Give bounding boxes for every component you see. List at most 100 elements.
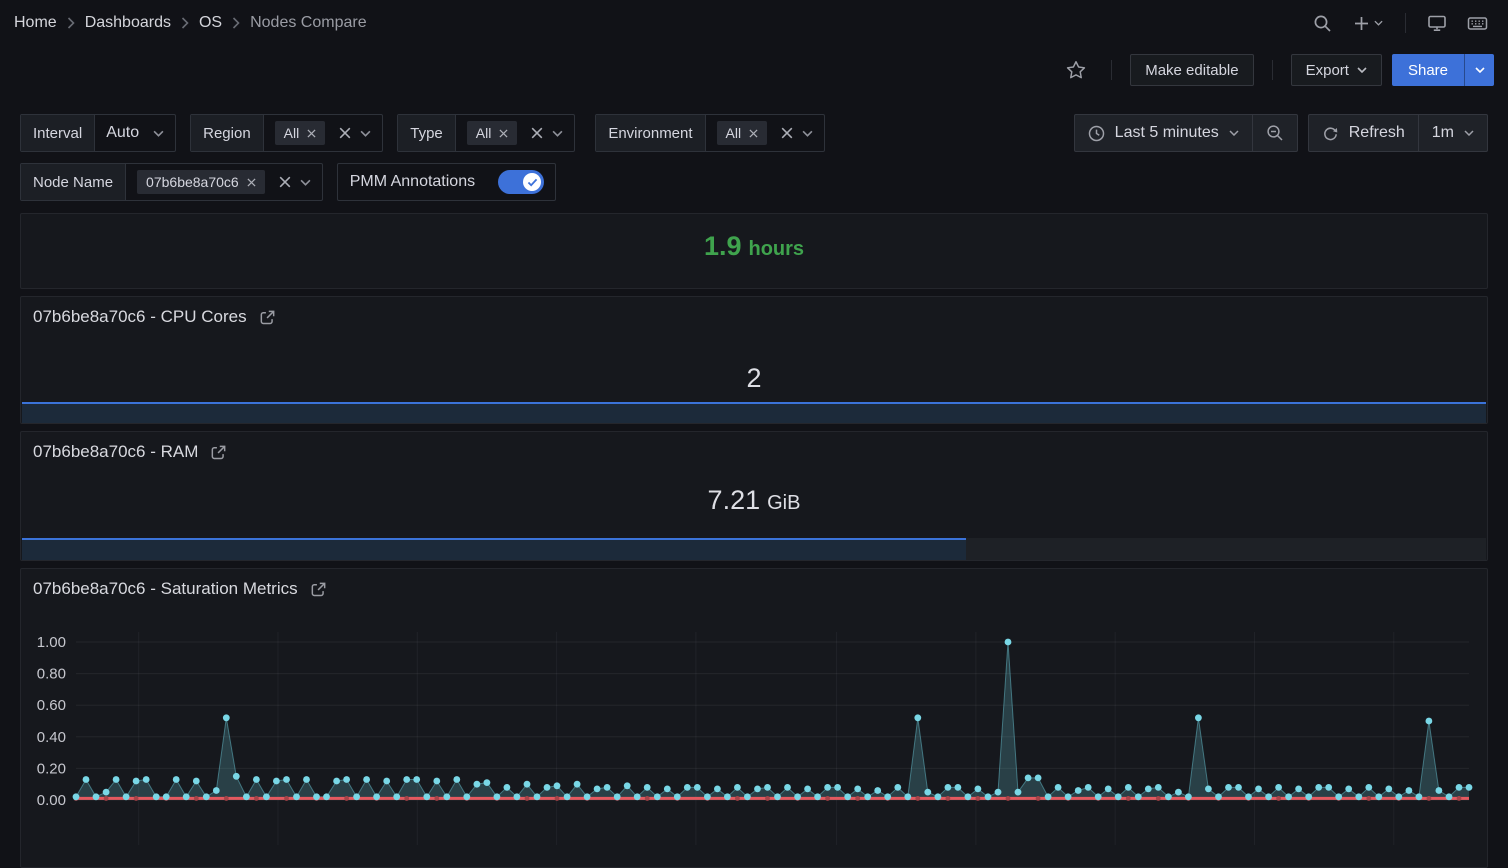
bar-gauge-fill <box>22 402 1486 423</box>
svg-text:0.80: 0.80 <box>37 666 66 683</box>
monitor-icon[interactable] <box>1420 6 1454 40</box>
refresh-picker: Refresh 1m <box>1307 114 1488 152</box>
filter-interval: Interval Auto <box>20 114 177 152</box>
panel-title-saturation-metrics[interactable]: 07b6be8a70c6 - Saturation Metrics <box>33 579 298 598</box>
breadcrumb-os[interactable]: OS <box>198 14 223 31</box>
filter-interval-label: Interval <box>21 115 96 151</box>
ram-bar-gauge <box>22 538 1486 560</box>
share-dropdown-button[interactable] <box>1464 54 1494 86</box>
uptime-unit: hours <box>748 238 805 260</box>
pmm-annotations-toggle[interactable] <box>498 170 545 194</box>
breadcrumb-current-page: Nodes Compare <box>250 14 367 31</box>
ram-value: 7.21 <box>707 485 761 515</box>
plus-icon[interactable] <box>1345 6 1391 40</box>
pmm-annotations-control: PMM Annotations <box>336 163 557 201</box>
chevron-down-icon <box>552 130 563 137</box>
filter-type-value[interactable]: All <box>456 115 575 151</box>
time-range-button[interactable]: Last 5 minutes <box>1075 115 1252 151</box>
search-icon[interactable] <box>1305 6 1339 40</box>
refresh-icon <box>1322 125 1339 142</box>
close-icon[interactable] <box>247 177 256 187</box>
controls-row-2: Node Name 07b6be8a70c6 PMM Annotations <box>20 163 1488 201</box>
filter-environment-label: Environment <box>596 115 706 151</box>
clear-selection-icon[interactable] <box>279 176 291 188</box>
export-button[interactable]: Export <box>1290 54 1382 86</box>
saturation-chart-container: 0.00 0.20 0.40 0.60 0.80 1.00 <box>21 605 1487 845</box>
chevron-down-icon <box>300 179 311 186</box>
cpu-cores-stat: 2 <box>21 363 1487 394</box>
clock-icon <box>1088 125 1105 142</box>
zoom-out-button[interactable] <box>1251 115 1297 151</box>
filter-environment-value[interactable]: All <box>706 115 825 151</box>
chevron-down-icon <box>1474 67 1485 73</box>
make-editable-button[interactable]: Make editable <box>1130 54 1254 86</box>
svg-text:0.00: 0.00 <box>37 792 66 809</box>
nav-actions <box>1305 6 1494 40</box>
cpu-cores-value: 2 <box>746 363 762 393</box>
refresh-interval-button[interactable]: 1m <box>1417 115 1487 151</box>
panel-saturation-metrics: 07b6be8a70c6 - Saturation Metrics 0.00 0.… <box>20 568 1488 868</box>
export-label: Export <box>1305 61 1349 79</box>
breadcrumb: Home Dashboards OS Nodes Compare <box>14 14 367 32</box>
filter-node-name-chip[interactable]: 07b6be8a70c6 <box>137 170 265 194</box>
filter-type-label: Type <box>398 115 456 151</box>
filter-node-name-label: Node Name <box>21 164 127 200</box>
share-button[interactable]: Share <box>1391 54 1464 86</box>
time-range-label: Last 5 minutes <box>1114 124 1219 141</box>
chevron-down-icon <box>1357 67 1367 73</box>
external-link-icon[interactable] <box>310 581 327 598</box>
close-icon[interactable] <box>499 128 508 138</box>
clear-selection-icon[interactable] <box>339 127 351 139</box>
time-picker: Last 5 minutes <box>1073 114 1298 152</box>
keyboard-icon[interactable] <box>1460 6 1494 40</box>
filter-node-name-value[interactable]: 07b6be8a70c6 <box>126 164 322 200</box>
saturation-time-series-chart[interactable]: 0.00 0.20 0.40 0.60 0.80 1.00 <box>21 605 1485 845</box>
refresh-interval-label: 1m <box>1431 124 1454 141</box>
svg-text:0.20: 0.20 <box>37 760 66 777</box>
uptime-stat: 1.9 hours <box>21 231 1487 262</box>
panel-title-ram[interactable]: 07b6be8a70c6 - RAM <box>33 442 199 461</box>
filter-region-chip[interactable]: All <box>274 121 326 145</box>
dashboard-toolbar: Make editable Export Share <box>0 46 1508 94</box>
panel-ram: 07b6be8a70c6 - RAM 7.21 GiB <box>20 431 1488 561</box>
filter-type: Type All <box>397 114 576 152</box>
filter-region-label: Region <box>191 115 264 151</box>
breadcrumb-home[interactable]: Home <box>14 14 57 31</box>
ram-stat: 7.21 GiB <box>21 485 1487 516</box>
chevron-down-icon <box>1374 20 1383 26</box>
filter-type-chip[interactable]: All <box>466 121 518 145</box>
svg-text:0.40: 0.40 <box>37 729 66 746</box>
panel-cpu-cores: 07b6be8a70c6 - CPU Cores 2 <box>20 296 1488 424</box>
refresh-label: Refresh <box>1348 124 1405 141</box>
refresh-button[interactable]: Refresh <box>1309 115 1418 151</box>
toggle-knob <box>523 173 542 191</box>
close-icon[interactable] <box>307 128 316 138</box>
chevron-right-icon <box>67 17 75 29</box>
bar-gauge-fill <box>22 538 967 560</box>
share-split-button: Share <box>1391 54 1494 86</box>
star-icon[interactable] <box>1059 53 1093 87</box>
cpu-cores-bar-gauge <box>22 402 1486 423</box>
filter-environment: Environment All <box>595 114 826 152</box>
filter-region: Region All <box>190 114 384 152</box>
filter-interval-value[interactable]: Auto <box>95 115 175 151</box>
panel-title-cpu-cores[interactable]: 07b6be8a70c6 - CPU Cores <box>33 307 247 326</box>
clear-selection-icon[interactable] <box>531 127 543 139</box>
filter-environment-chip[interactable]: All <box>716 121 768 145</box>
clear-selection-icon[interactable] <box>781 127 793 139</box>
svg-text:1.00: 1.00 <box>37 634 66 651</box>
panel-uptime: 1.9 hours <box>20 213 1488 289</box>
dashboard-content: Interval Auto Region All <box>0 114 1508 868</box>
breadcrumb-dashboards[interactable]: Dashboards <box>84 14 171 31</box>
filter-region-value[interactable]: All <box>264 115 383 151</box>
chevron-down-icon <box>360 130 371 137</box>
external-link-icon[interactable] <box>259 309 276 326</box>
chevron-down-icon <box>153 130 164 137</box>
close-icon[interactable] <box>749 128 758 138</box>
chevron-down-icon <box>1229 130 1239 136</box>
ram-unit: GiB <box>767 492 801 514</box>
divider <box>1111 60 1113 80</box>
external-link-icon[interactable] <box>210 444 227 461</box>
zoom-out-icon <box>1266 124 1284 142</box>
chevron-right-icon <box>181 17 189 29</box>
